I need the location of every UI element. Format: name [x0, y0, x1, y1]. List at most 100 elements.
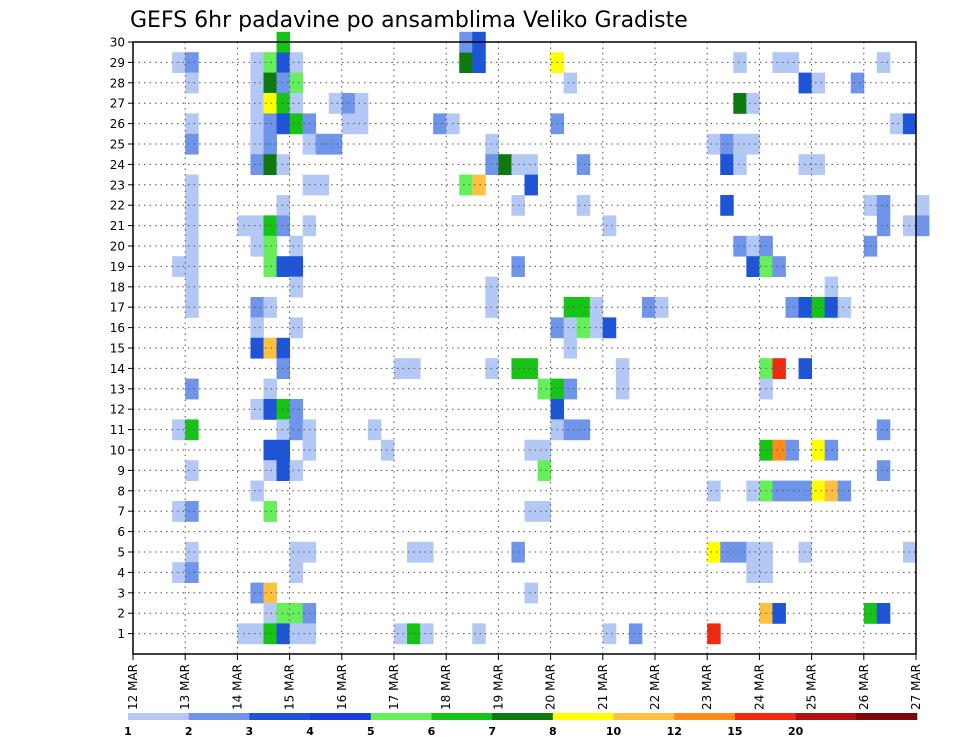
precip-cell — [824, 439, 839, 461]
precip-cell — [785, 480, 799, 502]
precip-cell — [876, 215, 891, 237]
precip-cell — [563, 72, 578, 94]
precip-cell — [811, 480, 826, 502]
y-tick-label: 10 — [110, 444, 125, 458]
precip-cell — [916, 195, 930, 216]
precip-cell — [563, 419, 578, 441]
precip-cell — [876, 52, 891, 73]
y-tick-label: 4 — [117, 566, 125, 580]
precip-cell — [537, 460, 551, 481]
precip-cell — [733, 52, 747, 73]
legend-label: 3 — [246, 725, 254, 738]
precip-cell — [263, 72, 277, 94]
precip-cell — [185, 174, 199, 196]
legend-swatch — [552, 713, 614, 720]
precip-cell — [746, 480, 760, 502]
precip-cell — [628, 623, 643, 645]
precip-cell — [172, 52, 186, 73]
precip-cell — [576, 297, 591, 318]
precip-cell — [772, 358, 786, 379]
precip-cell — [746, 93, 760, 114]
precip-cell — [707, 623, 721, 645]
y-tick-label: 19 — [110, 260, 125, 274]
precip-cell — [250, 72, 264, 94]
precip-cell — [250, 582, 264, 604]
precip-cell — [537, 501, 551, 522]
precip-cell — [263, 582, 277, 604]
precip-cell — [276, 52, 290, 73]
legend-label: 5 — [367, 725, 375, 738]
chart-title: GEFS 6hr padavine po ansamblima Veliko G… — [130, 8, 688, 33]
precip-cell — [876, 603, 891, 624]
legend-label: 6 — [428, 725, 436, 738]
y-tick-label: 7 — [117, 505, 125, 519]
precip-cell — [263, 439, 277, 461]
y-tick-label: 2 — [117, 607, 125, 621]
precip-cell — [276, 603, 290, 624]
y-tick-label: 24 — [110, 158, 125, 172]
precip-cell — [733, 133, 747, 155]
y-tick-label: 28 — [110, 76, 125, 90]
precip-cell — [276, 215, 290, 237]
legend-swatch — [188, 713, 250, 720]
precip-cell — [394, 358, 408, 379]
precip-cell — [289, 562, 304, 583]
precip-cell — [563, 317, 578, 339]
precip-cell — [250, 317, 264, 339]
precip-cell — [498, 154, 512, 175]
y-tick-label: 5 — [117, 546, 125, 560]
y-tick-label: 3 — [117, 586, 125, 600]
precip-cell — [746, 256, 760, 277]
precip-cell — [733, 154, 747, 175]
legend-swatch — [613, 713, 675, 720]
precip-cell — [811, 154, 826, 175]
x-tick-label: 26 MAR — [857, 664, 871, 710]
precip-cell — [811, 297, 826, 318]
precip-cell — [263, 399, 277, 420]
precip-cell — [250, 623, 264, 645]
precip-cell — [250, 235, 264, 257]
precip-cell — [889, 113, 904, 135]
precip-cell — [289, 93, 304, 114]
x-tick-label: 17 MAR — [387, 664, 401, 710]
precip-cell — [811, 439, 826, 461]
legend-label: 1 — [124, 725, 132, 738]
precip-cell — [472, 52, 486, 73]
y-tick-label: 9 — [117, 464, 125, 478]
precip-cell — [876, 419, 891, 441]
y-axis: 1234567891011121314151617181920212223242… — [110, 36, 133, 641]
precip-cell — [576, 419, 591, 441]
precip-cell — [289, 72, 304, 94]
y-tick-label: 23 — [110, 178, 125, 192]
precip-cell — [185, 215, 199, 237]
precip-cell — [472, 174, 486, 196]
precip-cell — [459, 52, 473, 73]
x-tick-label: 20 MAR — [544, 664, 558, 710]
precip-cell — [185, 378, 199, 400]
precip-cell — [276, 419, 290, 441]
precip-cell — [185, 113, 199, 135]
precip-cell — [720, 133, 734, 155]
precip-cell — [707, 133, 721, 155]
precip-cell — [576, 195, 591, 216]
precip-cell — [720, 195, 734, 216]
precip-cell — [746, 235, 760, 257]
precip-cell — [772, 480, 786, 502]
precip-cell — [602, 623, 617, 645]
precip-cell — [459, 174, 473, 196]
y-tick-label: 30 — [110, 36, 125, 50]
legend-swatch — [734, 713, 796, 720]
precip-cell — [289, 52, 304, 73]
precip-cell — [289, 419, 304, 441]
precip-cell — [772, 439, 786, 461]
y-tick-label: 21 — [110, 219, 125, 233]
precip-cell — [315, 174, 330, 196]
x-tick-label: 25 MAR — [805, 664, 819, 710]
precip-cell — [263, 154, 277, 175]
precip-cell — [263, 133, 277, 155]
precip-cell — [276, 399, 290, 420]
precip-cell — [772, 52, 786, 73]
precip-cell — [576, 317, 591, 339]
precip-cell — [537, 378, 551, 400]
